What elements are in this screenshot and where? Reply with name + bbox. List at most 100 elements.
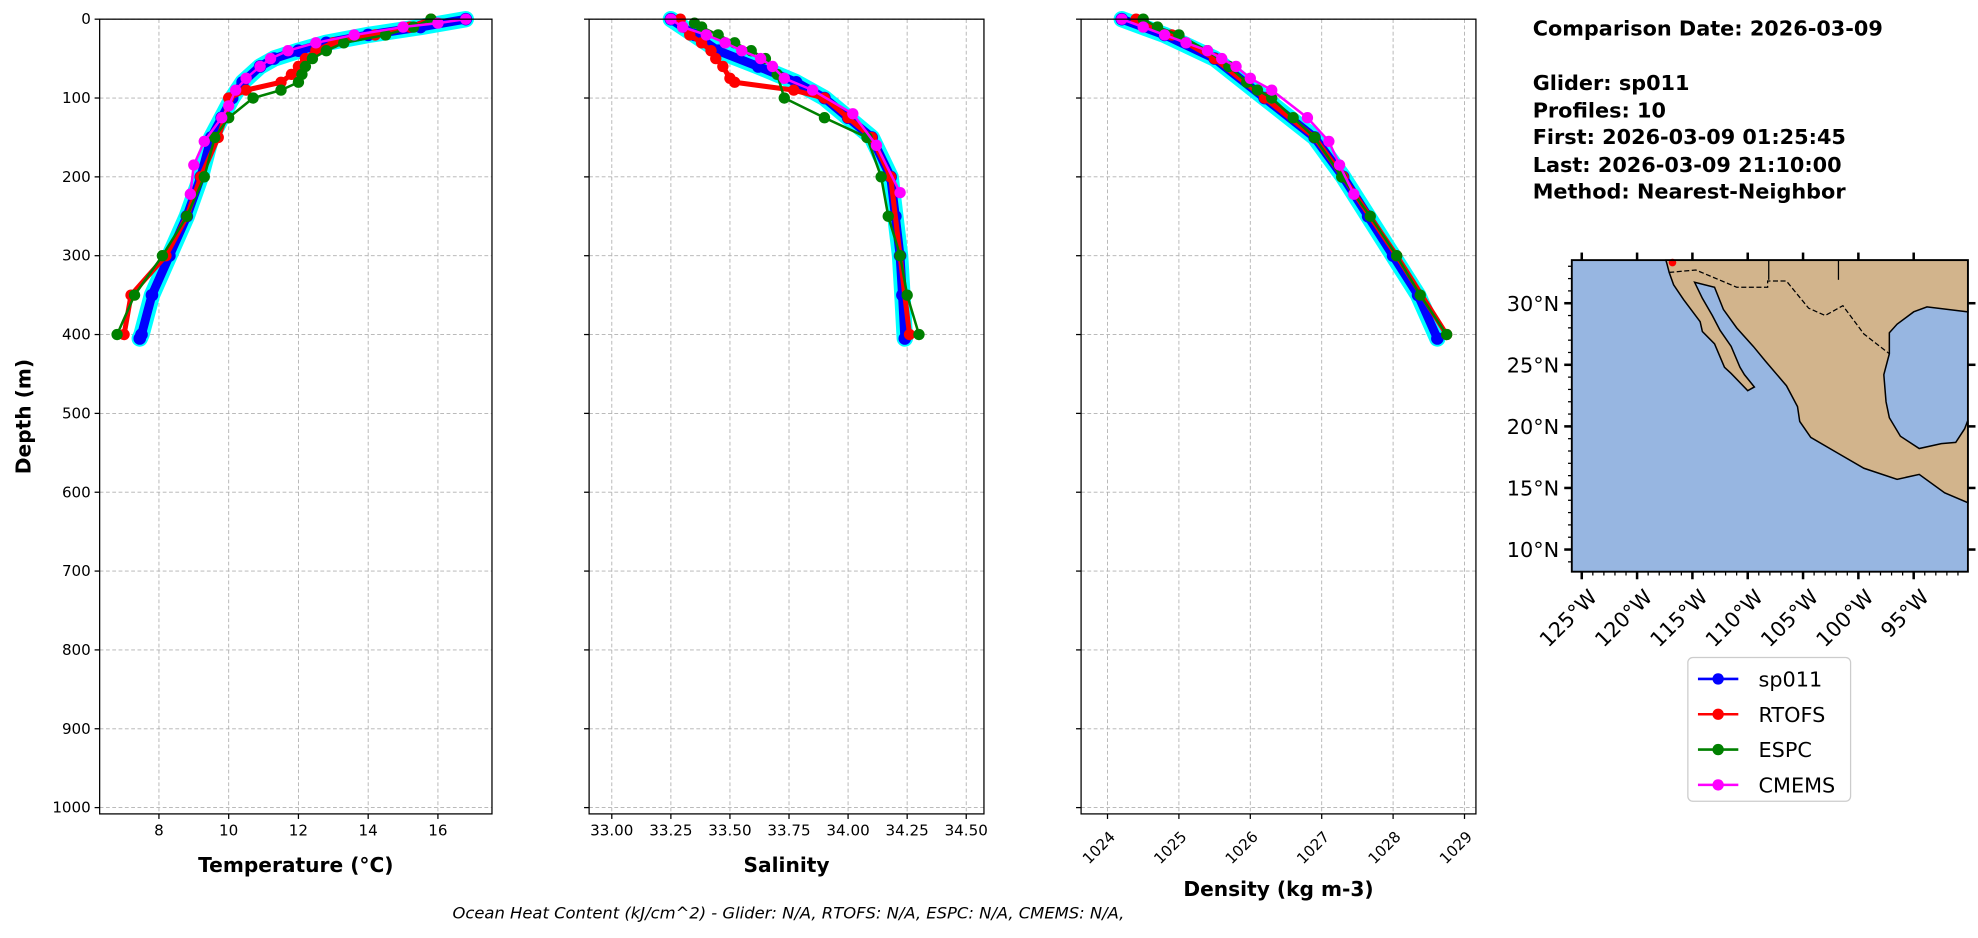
cmems-point [806,84,819,96]
lat-label: 25°N [1507,353,1559,377]
espc-line [115,18,432,336]
lon-label: 110°W [1701,585,1768,652]
cmems-point [870,139,883,151]
espc-point [156,250,169,262]
cmems-point [184,188,197,200]
cmems-point [229,84,242,96]
cmems-point [1323,135,1335,148]
cmems-point [1201,45,1214,57]
espc-point [1251,84,1264,96]
cmems-point [432,17,444,29]
lon-label: 100°W [1811,585,1878,652]
legend: sp011 RTOFS ESPC CMEMS [1687,656,1852,802]
rtofs-point [728,76,741,88]
espc-point [275,84,287,96]
espc-point [320,45,333,57]
x-tick-label: 1025 [1150,828,1190,868]
x-tick-label: 33.00 [590,821,633,839]
legend-label: ESPC [1759,738,1812,762]
comparison-date: Comparison Date: 2026-03-09 [1533,17,1883,41]
cmems-line [1121,17,1355,195]
y-tick-label: 900 [62,720,91,738]
glider-profiles-envelope [1113,10,1446,347]
rtofs-point [285,68,298,81]
us-mexico-border [1669,269,1890,355]
lat-label: 20°N [1507,415,1559,439]
density-panel: 1024 1025 1026 1027 1028 1029 Density (kg m-3) [1076,10,1477,901]
profile-count: Profiles: 10 [1533,99,1666,123]
salinity-panel: 33.00 33.25 33.50 33.75 34.00 34.25 34.50 Salin… [584,10,988,877]
lat-label: 15°N [1507,477,1559,501]
series-cmems [1116,13,1360,200]
rtofs-point [788,84,800,96]
land [1664,259,1969,504]
cmems-point [754,52,767,65]
cmems-point [736,45,748,57]
cmems-point [310,37,322,49]
x-axis-label: Temperature (°C) [198,853,393,877]
lon-label: 115°W [1645,585,1712,652]
ohc-caption: Ocean Heat Content (kJ/cm^2) - Glider: N… [452,904,1124,923]
x-tick-label: 10 [219,821,238,839]
espc-point [379,29,392,41]
legend-item-rtofs: RTOFS [1697,703,1825,727]
cmems-point [894,186,906,199]
legend-marker [1712,779,1724,791]
cmems-point [1137,21,1149,33]
location-map: 10°N 15°N 20°N 25°N 30°N 125°W120°W115°W110°W… [1507,252,1976,652]
x-axis-label: Salinity [744,853,830,877]
lon-label: 125°W [1535,585,1602,652]
rtofs-point [717,60,729,73]
espc-point [111,328,123,341]
espc-point [247,92,259,104]
legend-marker [1712,708,1724,720]
cmems-point [348,29,360,41]
lon-label: 95°W [1876,585,1934,643]
sp011-line [668,15,910,339]
rtofs-point [684,29,696,41]
legend-item-espc: ESPC [1697,738,1812,762]
legend-label: CMEMS [1759,773,1836,797]
y-tick-label: 0 [81,10,91,28]
legend-label: sp011 [1759,667,1823,691]
legend-marker [1712,743,1724,756]
temperature-panel: 8 10 12 14 16 0 100 200 300 400 500 600 700 800 900 100… [11,10,493,877]
cmems-point [847,108,859,120]
espc-point [128,289,141,301]
lat-label: 10°N [1507,538,1559,562]
espc-point [181,210,193,222]
espc-point [1440,328,1453,341]
x-tick-label: 34.50 [945,821,988,839]
x-tick-label: 14 [359,821,378,839]
espc-point [818,112,831,124]
espc-point [1364,210,1376,222]
x-tick-label: 33.25 [649,821,692,839]
cmems-point [397,21,409,33]
x-tick-label: 1027 [1293,828,1333,868]
sp011-line [1120,15,1442,341]
info-block: Comparison Date: 2026-03-09 Glider: sp01… [1533,17,1883,204]
series-cmems [184,13,472,200]
rtofs-point [275,76,287,88]
espc-point [338,37,350,49]
cmems-point [198,135,210,148]
cmems-point [1230,60,1242,73]
series-sp011 [1115,12,1444,345]
espc-point [292,76,305,88]
cmems-point [766,60,779,73]
cmems-point [264,52,277,65]
cmems-point [188,159,200,171]
cmems-point [719,37,731,49]
cmems-point [216,112,228,124]
y-tick-label: 200 [62,168,91,186]
cmems-point [254,60,266,73]
espc-point [1151,21,1164,33]
cmems-point [1158,29,1171,41]
x-tick-label: 1028 [1365,828,1405,868]
x-tick-label: 1026 [1222,828,1262,868]
legend-item-cmems: CMEMS [1697,773,1836,797]
x-axis-label: Density (kg m-3) [1183,877,1373,901]
x-tick-label: 33.50 [708,821,751,839]
cmems-point [1266,84,1278,96]
